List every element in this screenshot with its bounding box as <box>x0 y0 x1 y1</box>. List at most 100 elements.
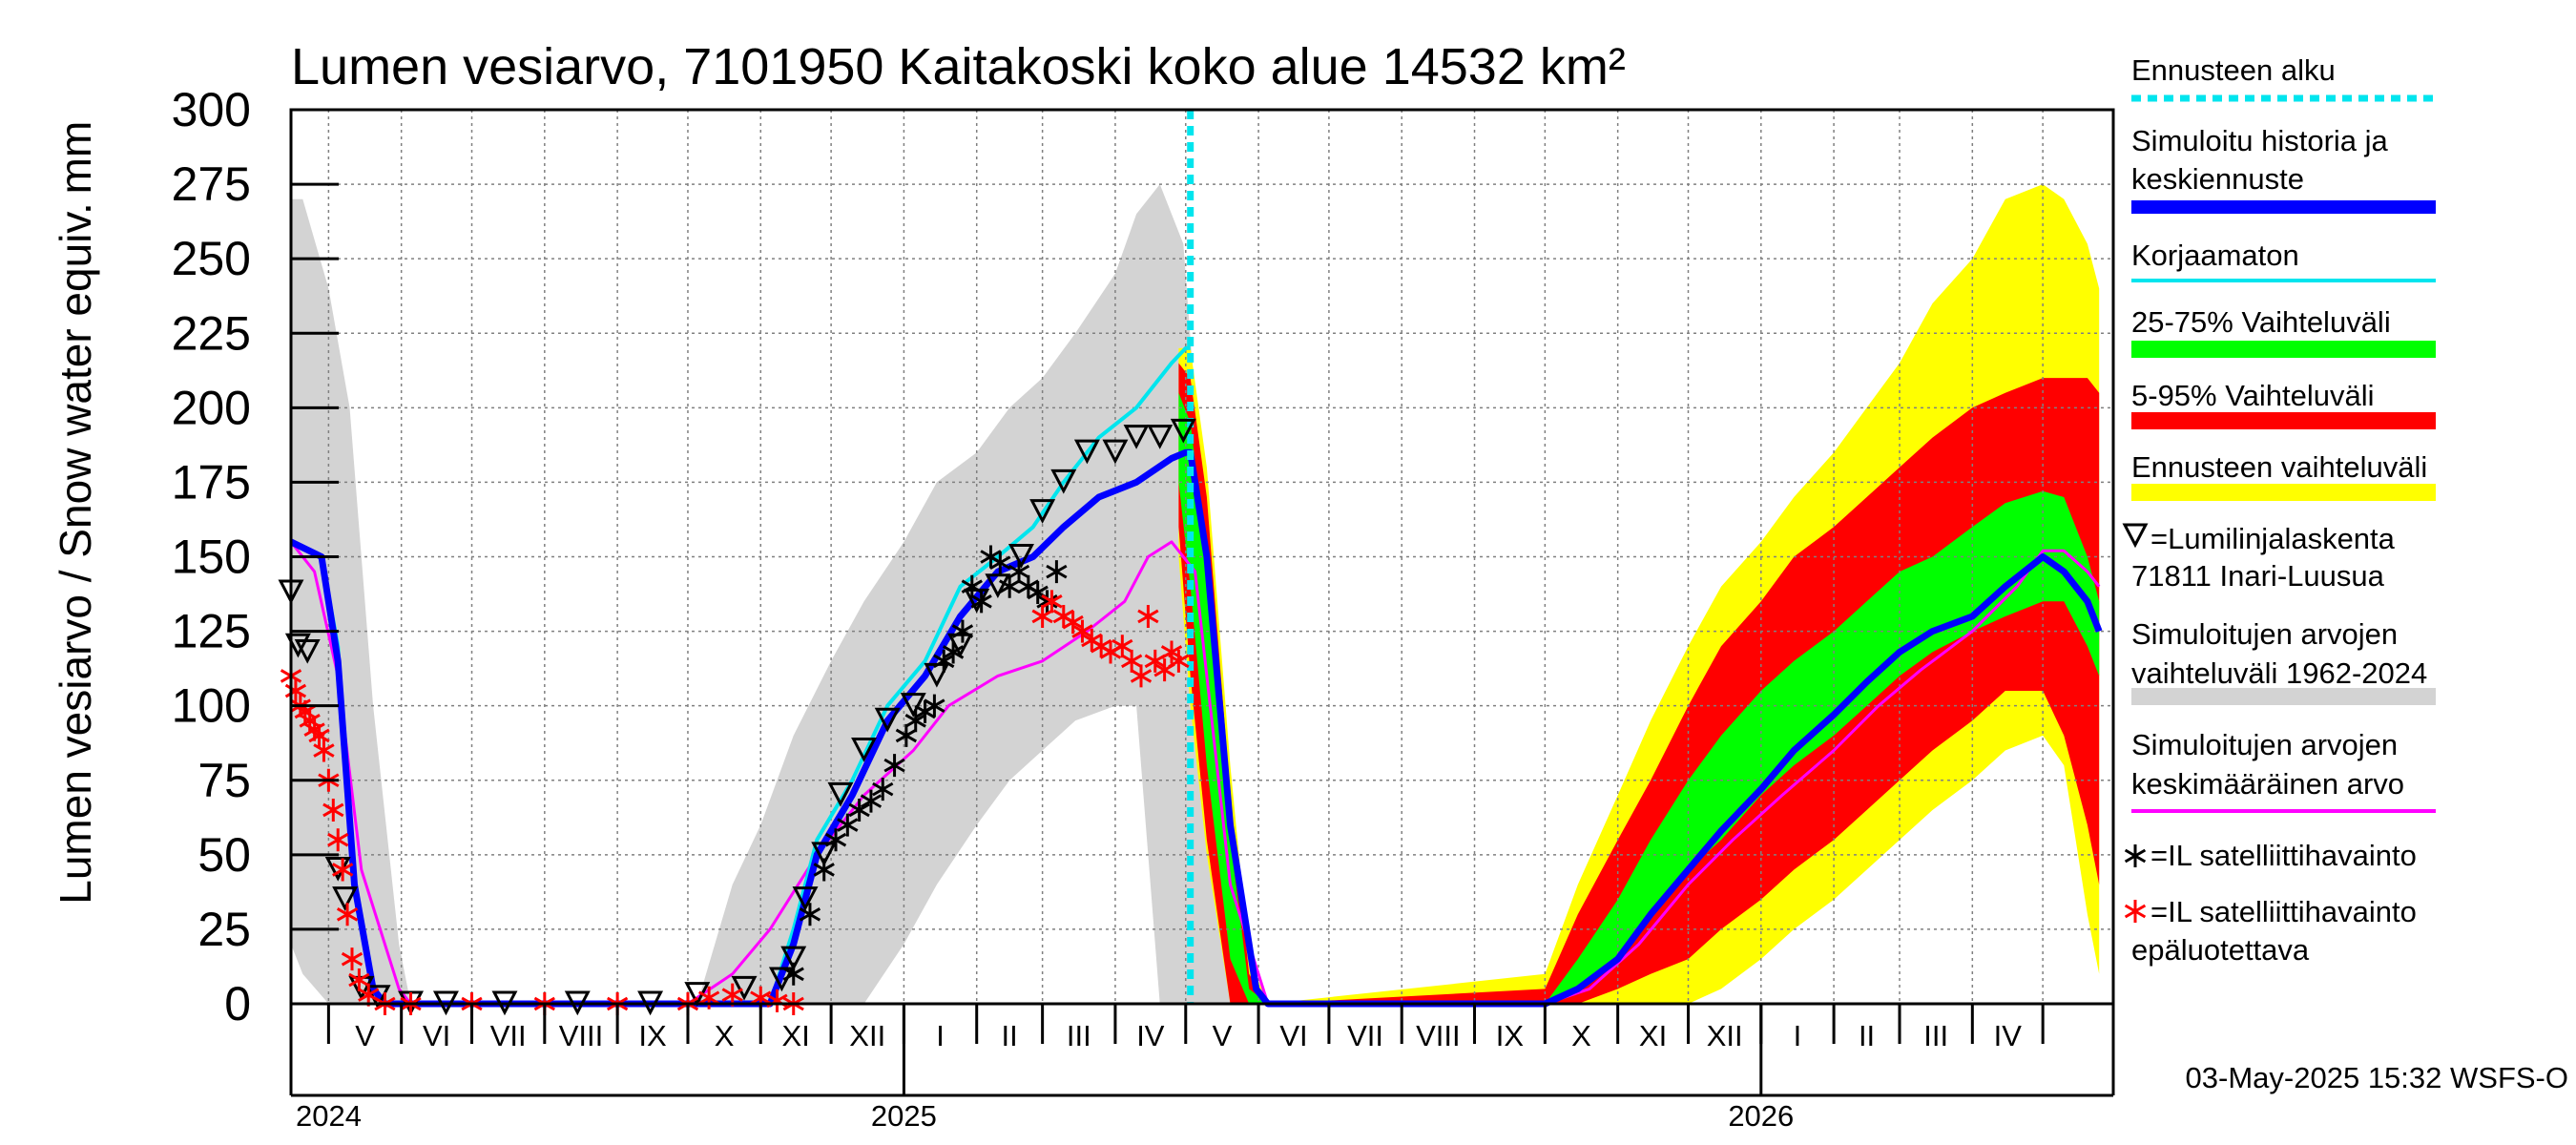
marker-0-27 <box>1029 499 1056 524</box>
marker-1-2 <box>813 858 835 882</box>
month-label-3: VIII <box>559 1019 604 1052</box>
legend-label-3: 25-75% Vaihteluväli <box>2131 305 2391 339</box>
y-tick-label-5: 125 <box>172 605 251 658</box>
month-label-0: V <box>355 1019 375 1052</box>
marker-2-1 <box>284 679 307 703</box>
legend-label2-1: keskiennuste <box>2131 162 2304 196</box>
year-label-1: 2025 <box>871 1099 937 1133</box>
month-label-1: VI <box>423 1019 450 1052</box>
marker-1-5 <box>848 798 870 822</box>
legend-label2-6: 71811 Inari-Luusua <box>2131 559 2385 593</box>
month-label-2: VII <box>490 1019 527 1052</box>
legend-label-4: 5-95% Vaihteluväli <box>2131 379 2374 412</box>
legend-label2-10: epäluotettava <box>2131 933 2310 967</box>
y-axis-label: Lumen vesiarvo / Snow water equiv. <box>51 202 100 905</box>
marker-1-10 <box>904 709 926 733</box>
legend-label-6: =Lumilinjalaskenta <box>2150 522 2396 555</box>
footer-timestamp: 03-May-2025 15:32 WSFS-O <box>2186 1061 2568 1094</box>
marker-1-7 <box>872 778 894 802</box>
marker-1-17 <box>970 590 992 614</box>
legend: Ennusteen alku Simuloitu historia ja keski… <box>2122 53 2436 967</box>
marker-2-11 <box>332 858 354 882</box>
marker-0-32 <box>1147 425 1174 449</box>
legend-label-2: Korjaamaton <box>2131 239 2299 272</box>
marker-2-6 <box>308 723 330 747</box>
marker-1-19 <box>989 551 1011 574</box>
marker-2-27 <box>1031 604 1053 628</box>
legend-swatch-5 <box>2131 484 2436 501</box>
y-tick-label-6: 150 <box>172 531 251 584</box>
month-label-4: IX <box>638 1019 667 1052</box>
marker-2-22 <box>697 986 720 1010</box>
y-tick-label-0: 0 <box>224 977 251 1030</box>
y-axis-unit: mm <box>51 121 100 195</box>
month-label-16: IX <box>1496 1019 1525 1052</box>
marker-2-38 <box>1137 604 1159 628</box>
marker-1-13 <box>933 649 955 673</box>
month-label-7: XII <box>849 1019 885 1052</box>
month-label-6: XI <box>782 1019 810 1052</box>
month-label-5: X <box>715 1019 735 1052</box>
month-label-22: III <box>1923 1019 1948 1052</box>
band-hist_range <box>291 184 1268 1005</box>
month-label-11: IV <box>1136 1019 1165 1052</box>
marker-0-15 <box>780 946 807 971</box>
marker-0-19 <box>851 738 878 762</box>
year-label-2: 2026 <box>1728 1099 1794 1133</box>
month-label-9: II <box>1002 1019 1018 1052</box>
y-tick-label-4: 100 <box>172 679 251 733</box>
month-label-8: I <box>936 1019 945 1052</box>
marker-0-31 <box>1123 425 1150 449</box>
marker-1-14 <box>942 640 965 664</box>
marker-0-17 <box>811 842 838 867</box>
marker-1-0 <box>782 962 804 986</box>
marker-0-16 <box>792 886 819 911</box>
marker-0-29 <box>1073 439 1100 465</box>
legend-swatch-6 <box>2122 523 2149 549</box>
marker-2-35 <box>1111 635 1133 658</box>
band-p5_95 <box>1178 363 2100 1004</box>
marker-0-21 <box>900 693 926 718</box>
month-label-19: XII <box>1707 1019 1743 1052</box>
marker-1-4 <box>837 813 859 837</box>
legend-swatch-10 <box>2124 900 2147 923</box>
marker-0-2 <box>294 638 321 664</box>
band-p25_75 <box>1178 392 2100 1004</box>
marker-1-24 <box>1036 590 1058 614</box>
month-label-18: XI <box>1639 1019 1667 1052</box>
marker-2-42 <box>1168 649 1190 673</box>
marker-2-9 <box>322 798 344 822</box>
marker-2-10 <box>327 828 349 852</box>
marker-1-15 <box>951 619 974 643</box>
marker-2-28 <box>1041 590 1063 614</box>
marker-0-1 <box>284 633 311 658</box>
marker-1-16 <box>961 574 983 598</box>
month-label-21: II <box>1859 1019 1875 1052</box>
marker-0-20 <box>874 707 901 733</box>
month-label-13: VI <box>1279 1019 1307 1052</box>
marker-0-26 <box>1008 544 1034 569</box>
month-label-14: VII <box>1347 1019 1383 1052</box>
month-label-10: III <box>1067 1019 1091 1052</box>
month-label-12: V <box>1213 1019 1233 1052</box>
marker-0-30 <box>1102 439 1129 465</box>
marker-2-37 <box>1130 664 1153 688</box>
month-label-15: VIII <box>1416 1019 1461 1052</box>
y-tick-label-3: 75 <box>197 754 251 807</box>
legend-swatch-4 <box>2131 412 2436 429</box>
legend-label2-7: vaihteluväli 1962-2024 <box>2131 656 2427 690</box>
legend-label-9: =IL satelliittihavainto <box>2150 839 2417 872</box>
year-label-0: 2024 <box>296 1099 362 1133</box>
month-label-23: IV <box>1994 1019 2023 1052</box>
marker-1-12 <box>924 694 945 718</box>
marker-2-36 <box>1121 649 1143 673</box>
y-tick-label-2: 50 <box>197 828 251 882</box>
line-simulated <box>289 448 2103 1008</box>
marker-2-30 <box>1062 611 1084 635</box>
legend-label-5: Ennusteen vaihteluväli <box>2131 450 2427 484</box>
y-tick-label-10: 250 <box>172 232 251 285</box>
y-tick-label-12: 300 <box>172 83 251 136</box>
chart-title: Lumen vesiarvo, 7101950 Kaitakoski koko … <box>291 38 1626 95</box>
legend-label-1: Simuloitu historia ja <box>2131 124 2389 157</box>
